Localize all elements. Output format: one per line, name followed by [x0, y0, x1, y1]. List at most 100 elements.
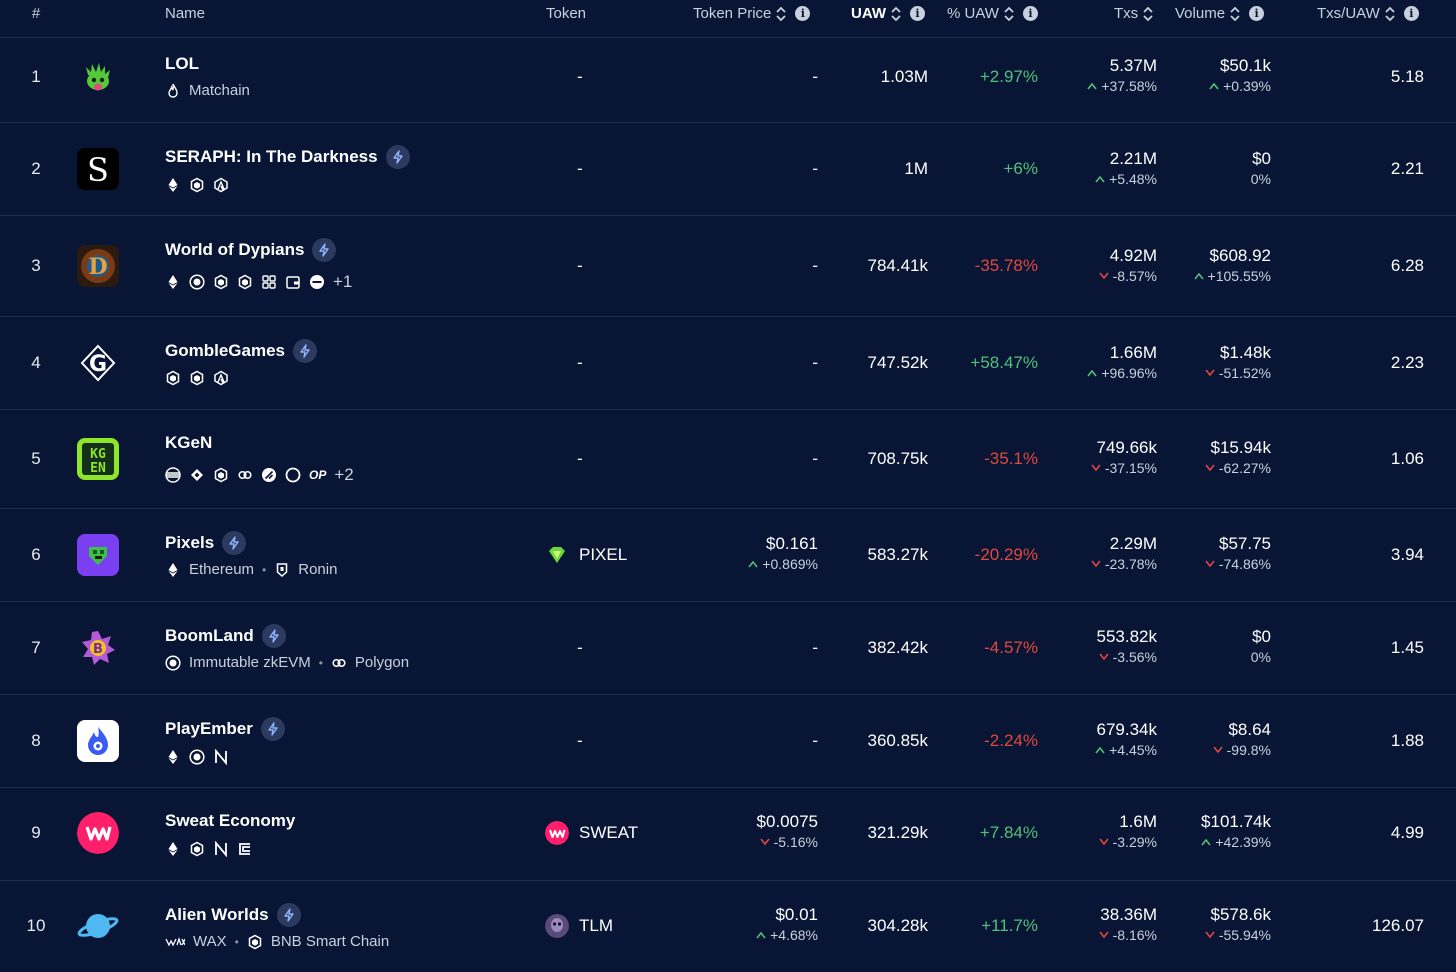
txs-change: -37.15%	[1091, 460, 1157, 476]
game-name[interactable]: SERAPH: In The Darkness	[165, 145, 410, 169]
token-price: $0.01	[775, 905, 818, 924]
game-name[interactable]: World of Dypians	[165, 238, 337, 262]
chain-label: Immutable zkEVM	[189, 654, 311, 671]
token-empty: -	[577, 67, 583, 86]
col-rank: #	[0, 5, 72, 22]
arrow-down-icon	[760, 838, 770, 846]
volume-value: $578.6k	[1210, 905, 1272, 924]
arrow-down-icon	[1205, 931, 1215, 939]
immutable-icon	[165, 655, 181, 671]
game-name[interactable]: BoomLand	[165, 624, 286, 648]
volume-change-text: +42.39%	[1215, 834, 1271, 850]
table-row[interactable]: 5 KG EN KGeN OP +2 - - 708.75k -35.1% 749.…	[0, 410, 1456, 509]
pct-uaw-value: -4.57%	[984, 638, 1038, 657]
game-logo: B	[77, 627, 119, 669]
separator-dot: •	[262, 562, 267, 577]
game-name-text: Alien Worlds	[165, 905, 269, 924]
sort-icon[interactable]	[775, 6, 787, 22]
game-name-text: KGeN	[165, 433, 213, 452]
col-volume[interactable]: Volume i	[1175, 5, 1265, 22]
txs-uaw-value: 126.07	[1372, 916, 1424, 935]
row-rank: 10	[26, 916, 46, 935]
more-chains-count[interactable]: +1	[333, 272, 353, 291]
more-chains-count[interactable]: +2	[334, 465, 354, 484]
verified-bolt-icon	[260, 717, 285, 741]
info-icon[interactable]: i	[910, 6, 925, 21]
sort-icon[interactable]	[1142, 6, 1154, 22]
svg-text:S: S	[87, 151, 109, 189]
arrow-down-icon	[1205, 369, 1215, 377]
token-cell[interactable]: TLM	[545, 914, 613, 938]
game-name-text: GombleGames	[165, 341, 285, 360]
txs-change-text: +37.58%	[1101, 78, 1157, 94]
info-icon[interactable]: i	[1022, 6, 1038, 21]
token-cell[interactable]: PIXEL	[545, 543, 627, 567]
volume-value: $8.64	[1228, 720, 1271, 739]
txs-uaw-value: 1.45	[1390, 638, 1424, 657]
txs-change-text: -23.78%	[1104, 556, 1157, 572]
col-txs-uaw[interactable]: Txs/UAW i	[1317, 5, 1419, 22]
table-row[interactable]: 1 LOL Matchain - - 1.03M +2.97% 5.37M +3…	[0, 38, 1456, 123]
col-uaw[interactable]: UAW i	[851, 5, 925, 22]
sort-icon[interactable]	[890, 6, 902, 22]
diamond-chain-icon	[189, 467, 205, 483]
txs-uaw-value: 6.28	[1390, 256, 1424, 275]
volume-change: 0%	[1251, 649, 1271, 665]
volume-value: $101.74k	[1201, 812, 1271, 831]
token-empty: -	[577, 256, 583, 275]
token-empty: -	[577, 353, 583, 372]
game-name[interactable]: Pixels	[165, 531, 247, 555]
arrow-down-icon	[1091, 464, 1101, 472]
volume-change-text: +105.55%	[1207, 268, 1271, 284]
info-icon[interactable]: i	[1403, 6, 1419, 21]
volume-change-text: +0.39%	[1223, 78, 1271, 94]
volume-value: $0	[1252, 149, 1271, 168]
table-row[interactable]: 10 Alien Worlds WAX • BNB Smart Chain TLM …	[0, 881, 1456, 972]
game-logo: KG EN	[77, 438, 119, 480]
game-name[interactable]: Sweat Economy	[165, 811, 295, 831]
game-name[interactable]: PlayEmber	[165, 717, 285, 741]
txs-change-text: +96.96%	[1101, 365, 1157, 381]
game-name[interactable]: Alien Worlds	[165, 903, 301, 927]
txs-change: +96.96%	[1087, 365, 1157, 381]
txs-change-text: +4.45%	[1109, 742, 1157, 758]
sort-icon[interactable]	[1229, 6, 1241, 22]
table-row[interactable]: 4 G GombleGames - - 747.52k +58.47% 1.66…	[0, 317, 1456, 410]
game-name[interactable]: LOL	[165, 54, 199, 74]
table-row[interactable]: 8 PlayEmber - - 360.85k -2.24% 679.34k +…	[0, 695, 1456, 788]
col-txs[interactable]: Txs	[1114, 5, 1154, 22]
info-icon[interactable]: i	[1249, 6, 1265, 21]
stack-chain-icon	[165, 467, 181, 483]
txs-value: 38.36M	[1100, 905, 1157, 924]
token-symbol: SWEAT	[579, 823, 639, 842]
chain-list: WAX • BNB Smart Chain	[165, 933, 389, 950]
txs-uaw-value: 2.21	[1390, 159, 1424, 178]
tlm-token-icon	[545, 914, 569, 938]
sort-icon[interactable]	[1384, 6, 1396, 22]
uaw-value: 382.42k	[867, 638, 929, 657]
chain-list	[165, 841, 253, 857]
sort-icon[interactable]	[1003, 6, 1015, 22]
info-icon[interactable]: i	[795, 6, 811, 21]
table-row[interactable]: 3 D World of Dypians +1 - - 784.41k -35.…	[0, 216, 1456, 317]
col-token-price[interactable]: Token Price i	[693, 5, 811, 22]
col-pct-uaw[interactable]: % UAW i	[947, 5, 1038, 22]
txs-change: -23.78%	[1091, 556, 1157, 572]
txs-change-text: -8.16%	[1112, 927, 1157, 943]
chain-label: Matchain	[189, 82, 250, 99]
game-name[interactable]: GombleGames	[165, 339, 317, 363]
row-rank: 7	[31, 638, 41, 657]
chain-label: WAX	[193, 933, 227, 950]
table-row[interactable]: 6 Pixels Ethereum • Ronin PIXEL $0.161 +0.…	[0, 509, 1456, 602]
pct-uaw-value: +6%	[1003, 159, 1039, 178]
table-row[interactable]: 2 S SERAPH: In The Darkness - - 1M +6% 2…	[0, 123, 1456, 216]
table-row[interactable]: 7 B BoomLand Immutable zkEVM • Polygon - -…	[0, 602, 1456, 695]
game-name[interactable]: KGeN	[165, 433, 212, 453]
volume-change: +42.39%	[1201, 834, 1271, 850]
table-row[interactable]: 9 Sweat Economy SWEAT $0.0075 -5.16% 321…	[0, 788, 1456, 881]
token-cell[interactable]: SWEAT	[545, 821, 638, 845]
txs-change-text: +5.48%	[1109, 171, 1157, 187]
verified-bolt-icon	[222, 531, 247, 555]
near-icon	[213, 749, 229, 765]
polygon-icon	[237, 467, 253, 483]
